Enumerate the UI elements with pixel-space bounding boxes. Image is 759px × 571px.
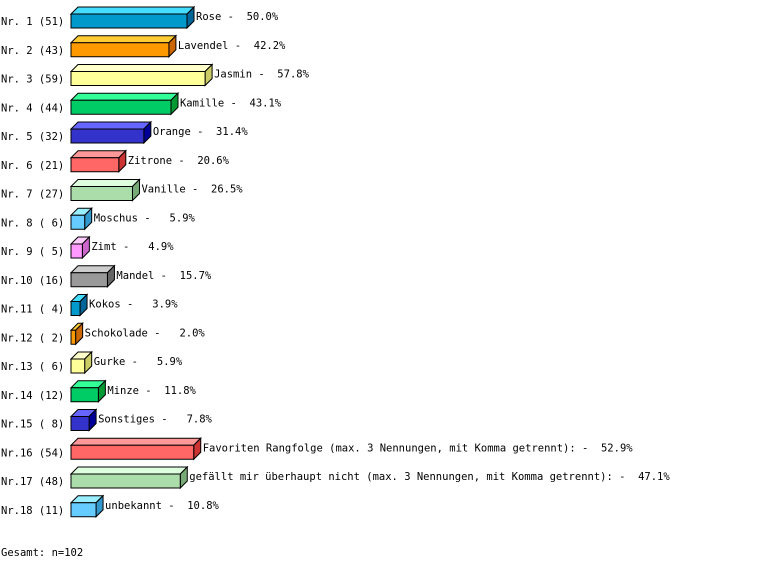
- bar: [70, 272, 108, 288]
- row-label: Nr.17 (48): [1, 476, 64, 488]
- bar-top: [69, 121, 153, 130]
- row-label: Nr.11 ( 4): [1, 304, 64, 316]
- bar-top: [69, 150, 127, 159]
- total-count: Gesamt: n=102: [1, 547, 84, 559]
- data-label: Mandel - 15.7%: [116, 270, 212, 282]
- data-label: Rose - 50.0%: [196, 11, 279, 23]
- bar-chart: Nr. 1 (51) Rose - 50.0% Nr. 2 (43) Lavendel…: [1, 5, 670, 518]
- bar: [70, 157, 120, 173]
- data-label: Kamille - 43.1%: [180, 97, 282, 109]
- row-label: Nr. 1 (51): [1, 16, 64, 28]
- bar: [70, 186, 133, 201]
- row-label: Nr.10 (16): [1, 275, 64, 287]
- data-label: Moschus - 5.9%: [94, 212, 196, 224]
- bar: [70, 416, 90, 431]
- data-label: Orange - 31.4%: [153, 126, 249, 138]
- bar-top: [69, 466, 189, 475]
- row-label: Nr. 4 (44): [1, 102, 64, 114]
- bar: [70, 301, 81, 316]
- row-label: Nr. 6 (21): [1, 160, 64, 172]
- bar: [70, 444, 195, 460]
- bar: [70, 502, 97, 518]
- data-label: Sonstiges - 7.8%: [98, 414, 212, 426]
- data-label: Zitrone - 20.6%: [128, 155, 230, 167]
- row-label: Nr.12 ( 2): [1, 332, 64, 344]
- row-label: Nr. 8 ( 6): [1, 217, 64, 229]
- bar: [70, 387, 99, 403]
- row-label: Nr. 2 (43): [1, 45, 64, 57]
- bar-top: [69, 437, 202, 446]
- data-label: Lavendel - 42.2%: [178, 40, 286, 52]
- row-label: Nr. 3 (59): [1, 74, 64, 86]
- data-label: Kokos - 3.9%: [89, 299, 178, 311]
- bar: [70, 99, 172, 115]
- data-label: Vanille - 26.5%: [141, 184, 243, 196]
- bar: [70, 13, 188, 29]
- bar: [70, 71, 206, 86]
- row-label: Nr.14 (12): [1, 390, 64, 402]
- bar-top: [69, 35, 178, 44]
- data-label: Minze - 11.8%: [107, 385, 196, 397]
- bar: [70, 42, 170, 58]
- row-label: Nr. 7 (27): [1, 189, 64, 201]
- data-label: Gurke - 5.9%: [94, 356, 183, 368]
- data-label: Jasmin - 57.8%: [214, 69, 310, 81]
- bar: [70, 329, 77, 345]
- bar: [70, 214, 86, 230]
- bar-top: [69, 64, 214, 72]
- bar: [70, 243, 83, 259]
- bar: [70, 358, 86, 374]
- bar-top: [69, 92, 180, 101]
- row-label: Nr.13 ( 6): [1, 361, 64, 373]
- bar: [70, 473, 181, 489]
- bar: [70, 128, 145, 144]
- data-label: Favoriten Rangfolge (max. 3 Nennungen, m…: [203, 442, 634, 454]
- data-label: unbekannt - 10.8%: [105, 500, 219, 512]
- bar-top: [69, 6, 196, 15]
- row-label: Nr. 5 (32): [1, 131, 64, 143]
- data-label: gefällt mir überhaupt nicht (max. 3 Nenn…: [189, 471, 670, 483]
- data-label: Zimt - 4.9%: [91, 241, 174, 253]
- row-label: Nr.16 (54): [1, 447, 64, 459]
- row-label: Nr.18 (11): [1, 505, 64, 517]
- bar-top: [69, 179, 141, 187]
- data-label: Schokolade - 2.0%: [85, 327, 206, 339]
- row-label: Nr.15 ( 8): [1, 419, 64, 431]
- row-label: Nr. 9 ( 5): [1, 246, 64, 258]
